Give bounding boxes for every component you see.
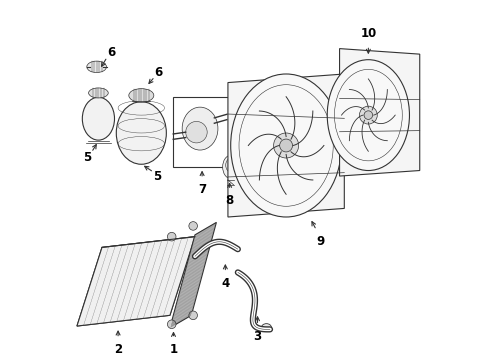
Ellipse shape bbox=[116, 102, 166, 164]
Circle shape bbox=[189, 311, 197, 320]
Text: 3: 3 bbox=[253, 330, 262, 343]
Ellipse shape bbox=[262, 324, 271, 332]
Text: 8: 8 bbox=[225, 194, 234, 207]
Ellipse shape bbox=[327, 60, 410, 171]
Text: 5: 5 bbox=[84, 151, 92, 164]
Ellipse shape bbox=[182, 107, 218, 150]
Circle shape bbox=[168, 232, 176, 241]
Text: 2: 2 bbox=[114, 343, 122, 356]
Polygon shape bbox=[340, 49, 420, 176]
Text: 7: 7 bbox=[198, 183, 206, 196]
Text: 4: 4 bbox=[221, 277, 229, 290]
Circle shape bbox=[189, 222, 197, 230]
Ellipse shape bbox=[226, 158, 236, 172]
Circle shape bbox=[186, 121, 207, 143]
Bar bbox=[173, 97, 232, 167]
Ellipse shape bbox=[87, 61, 106, 73]
Circle shape bbox=[273, 133, 298, 158]
Ellipse shape bbox=[129, 89, 154, 102]
Text: 9: 9 bbox=[316, 234, 324, 248]
Ellipse shape bbox=[89, 88, 108, 98]
Circle shape bbox=[364, 111, 372, 120]
Text: 10: 10 bbox=[360, 27, 376, 40]
Ellipse shape bbox=[231, 74, 342, 217]
Circle shape bbox=[280, 139, 293, 152]
Ellipse shape bbox=[82, 97, 115, 140]
Text: 1: 1 bbox=[170, 343, 177, 356]
Circle shape bbox=[359, 106, 377, 124]
Text: 5: 5 bbox=[153, 170, 162, 183]
Text: 6: 6 bbox=[107, 46, 115, 59]
Polygon shape bbox=[170, 222, 217, 328]
Polygon shape bbox=[77, 237, 195, 326]
Text: 6: 6 bbox=[154, 66, 163, 79]
Polygon shape bbox=[228, 74, 344, 217]
Circle shape bbox=[168, 320, 176, 329]
Ellipse shape bbox=[222, 155, 239, 179]
